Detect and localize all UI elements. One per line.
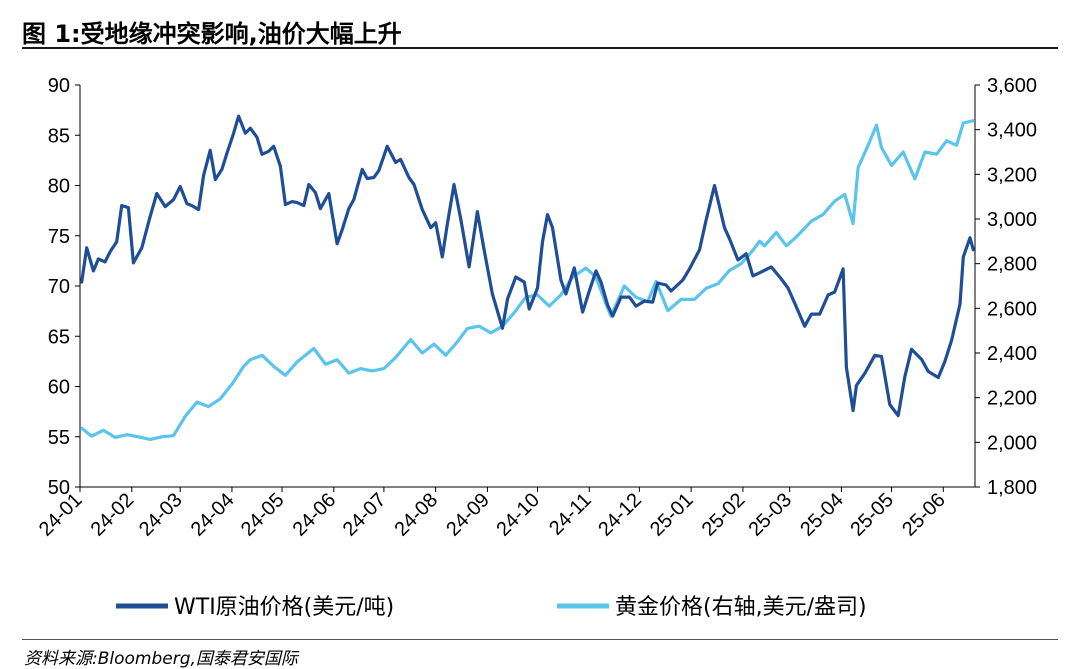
x-tick-label: 24-05	[237, 489, 289, 541]
series-layer	[80, 114, 975, 441]
x-tick-label: 25-03	[744, 489, 796, 541]
y-right-tick-label: 2,400	[987, 343, 1037, 365]
source-rule	[22, 639, 1058, 640]
y-left-tick-label: 50	[48, 477, 70, 499]
legend-label-wti: WTI原油价格(美元/吨)	[174, 595, 394, 620]
x-tick-label: 24-04	[187, 489, 239, 541]
y-right-tick-label: 2,000	[987, 432, 1037, 454]
series-line-gold	[80, 119, 975, 441]
legend-label-gold: 黄金价格(右轴,美元/盎司)	[615, 595, 867, 620]
y-right-tick-label: 2,200	[987, 388, 1037, 410]
y-left-tick-label: 65	[48, 326, 70, 348]
y-right-tick-label: 3,200	[987, 164, 1037, 186]
x-tick-label: 24-02	[87, 489, 139, 541]
tick-labels: 50 55 60 65 70 75 80 85 90 1,800 2,000 2,200 2,400 2,…	[35, 75, 1037, 541]
x-tick-label: 24-10	[492, 489, 544, 541]
y-right-tick-label: 2,600	[987, 298, 1037, 320]
y-right-tick-label: 3,400	[987, 120, 1037, 142]
y-right-tick-label: 3,000	[987, 209, 1037, 231]
source-note: 资料来源:Bloomberg,国泰君安国际	[24, 649, 298, 669]
series-line-wti	[80, 114, 975, 418]
x-tick-label: 24-08	[390, 489, 442, 541]
x-tick-label: 25-01	[646, 489, 698, 541]
y-left-tick-label: 60	[48, 377, 70, 399]
x-tick-label: 24-06	[289, 489, 341, 541]
y-left-tick-label: 55	[48, 427, 70, 449]
x-tick-label: 25-04	[796, 489, 848, 541]
y-right-tick-label: 2,800	[987, 254, 1037, 276]
axes	[75, 84, 980, 492]
y-left-tick-label: 85	[48, 125, 70, 147]
legend: WTI原油价格(美元/吨) 黄金价格(右轴,美元/盎司)	[116, 595, 867, 620]
x-tick-label: 24-03	[135, 489, 187, 541]
y-left-tick-label: 75	[48, 226, 70, 248]
x-tick-label: 24-11	[545, 489, 596, 540]
y-right-tick-label: 3,600	[987, 75, 1037, 97]
x-tick-label: 25-02	[698, 489, 750, 541]
y-left-tick-label: 90	[48, 75, 70, 97]
x-tick-label: 24-12	[594, 489, 646, 541]
y-left-tick-label: 70	[48, 276, 70, 298]
x-tick-label: 25-05	[846, 489, 898, 541]
y-left-tick-label: 80	[48, 176, 70, 198]
y-right-tick-label: 1,800	[987, 477, 1037, 499]
x-tick-label: 24-09	[442, 489, 494, 541]
x-tick-label: 24-07	[339, 489, 391, 541]
title-rule	[22, 47, 1058, 49]
figure-title: 图 1:受地缘冲突影响,油价大幅上升	[22, 20, 402, 48]
x-tick-label: 25-06	[898, 489, 950, 541]
